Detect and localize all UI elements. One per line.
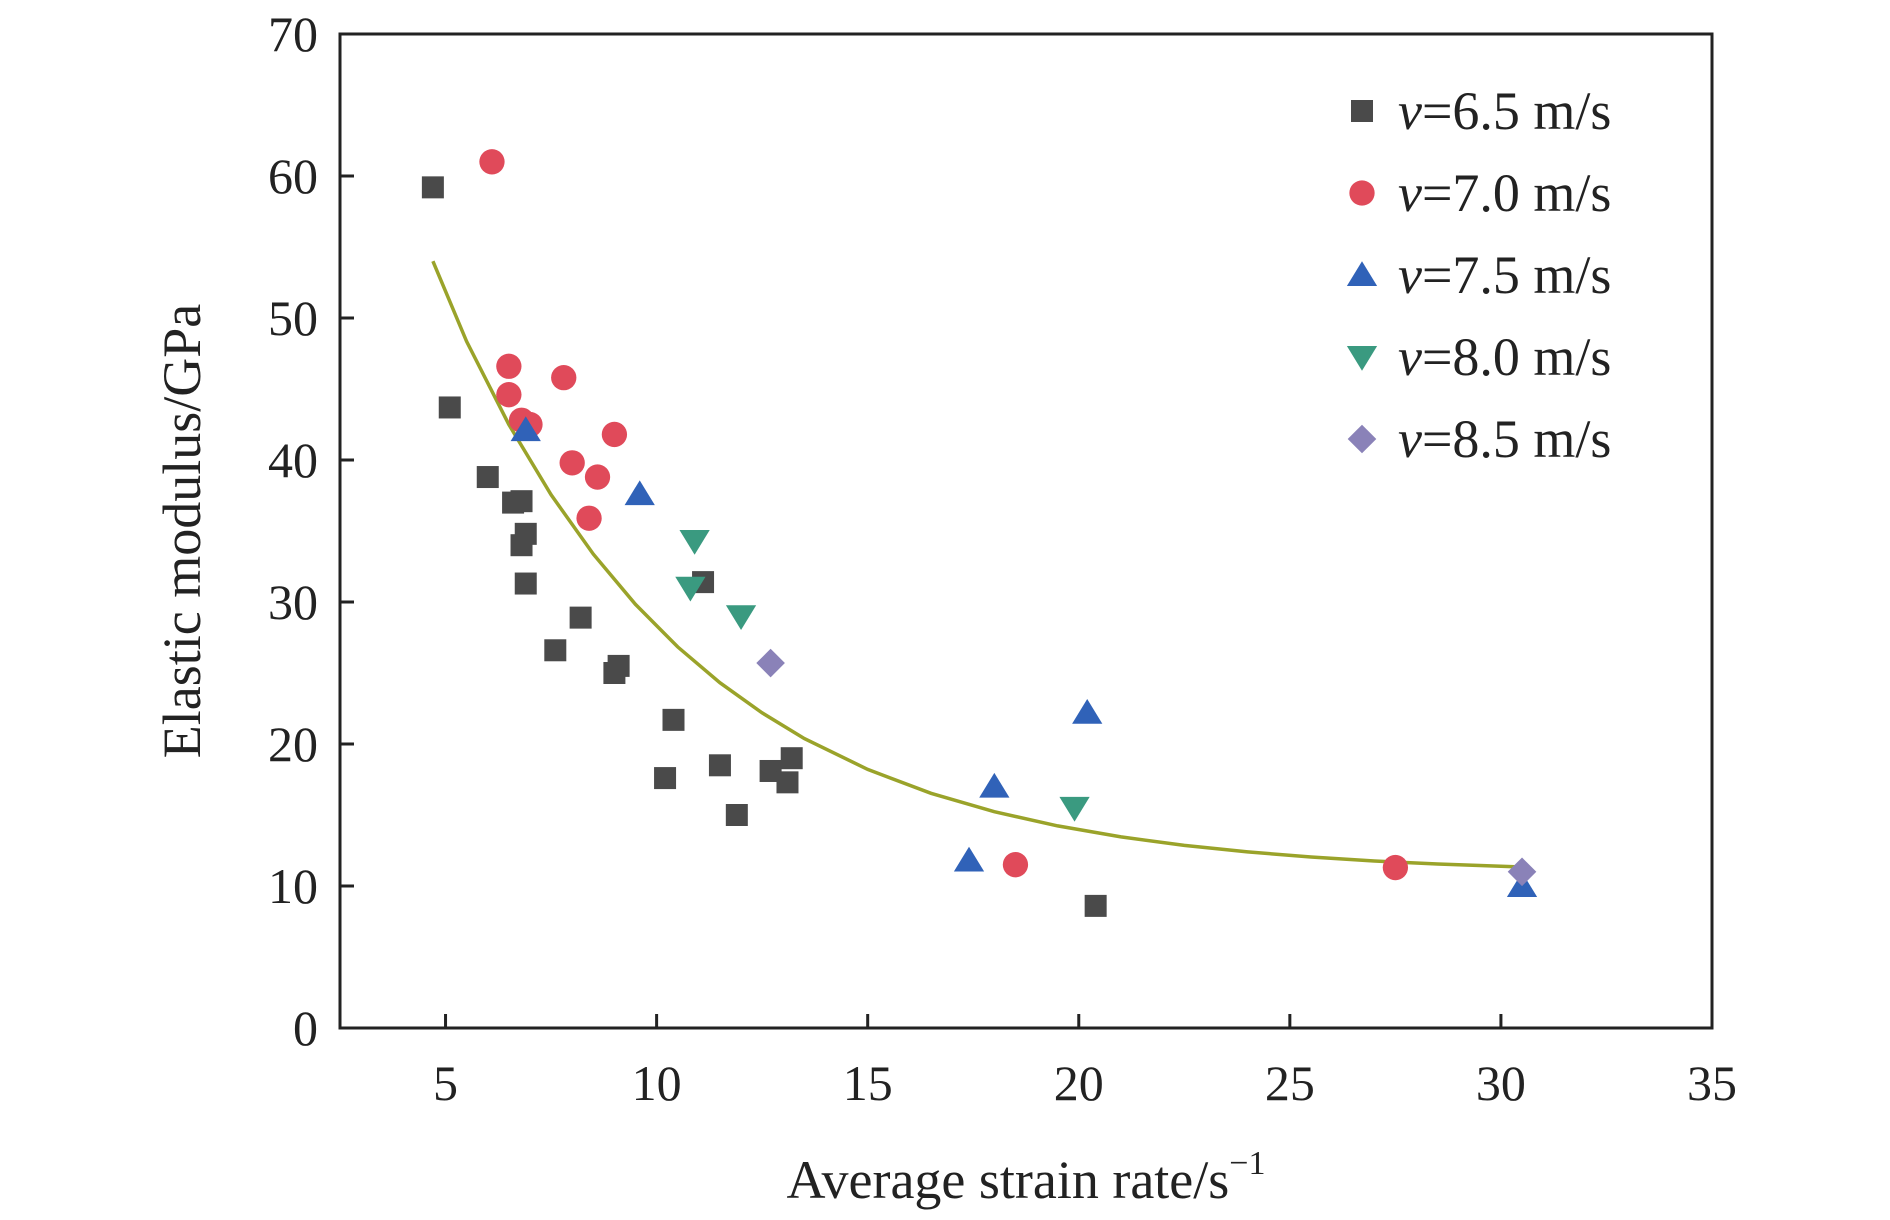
data-point-square (514, 522, 537, 545)
data-point-circle (584, 464, 611, 490)
x-tick-label: 25 (1265, 1055, 1315, 1111)
data-point-triangle-down (1059, 796, 1090, 822)
data-point-square (544, 639, 567, 662)
legend-entry-label: v=7.0 m/s (1398, 163, 1611, 223)
data-point-square (569, 606, 592, 629)
y-axis-title: Elastic modulus/GPa (152, 304, 212, 758)
legend-marker-square (1351, 100, 1373, 122)
data-point-circle (601, 421, 628, 448)
y-axis: 0 10 20 30 40 50 60 70 (268, 6, 354, 1056)
data-point-circle (1382, 854, 1409, 881)
data-points-layer (421, 149, 1538, 917)
legend-entry-variable: v (1398, 409, 1422, 469)
data-point-triangle-down (679, 529, 710, 555)
data-point-triangle-up (1072, 699, 1103, 724)
y-tick-label: 30 (268, 574, 318, 630)
data-point-circle (551, 364, 577, 391)
data-point-square (1084, 894, 1107, 917)
legend-marker-triangle-down (1346, 346, 1378, 371)
legend-entry-variable: v (1398, 327, 1422, 387)
data-point-triangle-up (979, 772, 1010, 798)
legend-entry-label: v=6.5 m/s (1398, 81, 1611, 141)
data-point-square (776, 771, 799, 794)
data-point-square (759, 759, 782, 782)
fit-curve-line (431, 260, 1523, 869)
legend-entry-variable: v (1398, 81, 1422, 141)
data-point-circle (1002, 852, 1029, 878)
x-tick-label: 10 (632, 1055, 682, 1111)
legend-entry-value: =7.0 m/s (1422, 163, 1611, 223)
y-tick-label: 10 (268, 858, 318, 914)
data-point-circle (559, 450, 585, 476)
legend-entry-label: v=8.5 m/s (1398, 409, 1611, 469)
data-point-triangle-up (624, 480, 655, 506)
data-point-triangle-down (675, 576, 706, 602)
legend-entry-value: =7.5 m/s (1422, 245, 1611, 305)
legend-marker-circle (1349, 180, 1375, 206)
x-tick-label: 15 (843, 1055, 893, 1111)
y-tick-label: 50 (268, 290, 318, 346)
legend-entry-label: v=8.0 m/s (1398, 327, 1611, 387)
data-point-circle (576, 505, 602, 531)
data-point-diamond (1507, 857, 1537, 887)
x-tick-label: 20 (1054, 1055, 1104, 1111)
y-tick-label: 20 (268, 716, 318, 772)
data-point-square (607, 654, 630, 677)
legend-entry-variable: v (1398, 163, 1422, 223)
data-point-square (438, 396, 461, 419)
data-point-circle (479, 149, 505, 175)
legend-entry-value: =8.0 m/s (1422, 327, 1611, 387)
data-point-triangle-up (510, 416, 541, 442)
x-tick-label: 30 (1476, 1055, 1526, 1111)
data-point-square (476, 466, 499, 489)
x-axis: 5 10 15 20 25 30 35 (433, 1014, 1737, 1111)
legend-entry-label: v=7.5 m/s (1398, 245, 1611, 305)
data-point-square (510, 490, 533, 513)
legend-entry-value: =8.5 m/s (1422, 409, 1611, 469)
legend-marker-diamond (1347, 424, 1377, 454)
x-tick-label: 35 (1687, 1055, 1737, 1111)
legend-entry-variable: v (1398, 245, 1422, 305)
data-point-square (708, 754, 731, 777)
fit-curve-layer (431, 260, 1523, 869)
y-tick-label: 0 (293, 1000, 318, 1056)
data-point-square (725, 804, 748, 826)
data-point-triangle-up (953, 846, 985, 872)
y-tick-label: 70 (268, 6, 318, 62)
data-point-square (654, 767, 677, 790)
x-axis-title: Average strain rate/s−1 (787, 1145, 1266, 1210)
plot-frame (338, 32, 1714, 1030)
data-point-square (780, 747, 803, 770)
x-axis-title-main: Average strain rate/s (787, 1150, 1230, 1210)
data-point-circle (496, 353, 522, 379)
x-axis-title-superscript: −1 (1229, 1145, 1265, 1182)
y-tick-label: 40 (268, 432, 318, 488)
legend-entry-value: =6.5 m/s (1422, 81, 1611, 141)
data-point-square (662, 708, 685, 731)
data-point-square (514, 572, 537, 595)
legend: v=6.5 m/sv=7.0 m/sv=7.5 m/sv=8.0 m/sv=8.… (1346, 81, 1611, 469)
data-point-diamond (756, 648, 785, 678)
x-tick-label: 5 (433, 1055, 458, 1111)
data-point-square (421, 176, 444, 199)
y-tick-label: 60 (268, 148, 318, 204)
legend-marker-triangle-up (1346, 261, 1378, 286)
data-point-circle (496, 382, 522, 408)
data-point-triangle-down (725, 605, 757, 630)
